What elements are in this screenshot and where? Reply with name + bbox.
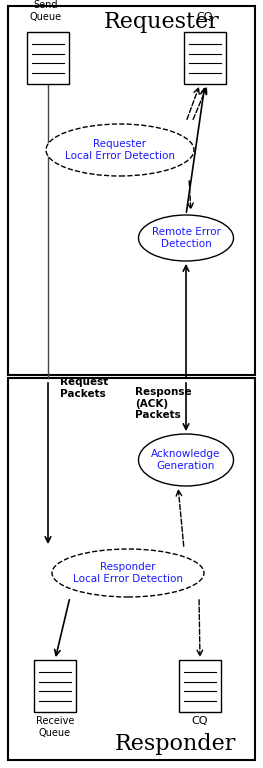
Bar xyxy=(179,660,221,712)
Ellipse shape xyxy=(139,434,234,486)
Text: Receive
Queue: Receive Queue xyxy=(36,716,74,737)
Text: CQ: CQ xyxy=(192,716,208,726)
Ellipse shape xyxy=(52,549,204,597)
Text: Acknowledge
Generation: Acknowledge Generation xyxy=(151,449,221,472)
Text: Requester
Local Error Detection: Requester Local Error Detection xyxy=(65,139,175,161)
Bar xyxy=(184,32,226,84)
Bar xyxy=(8,6,255,375)
Bar xyxy=(8,378,255,760)
Text: Send
Queue: Send Queue xyxy=(30,1,62,22)
Text: Remote Error
Detection: Remote Error Detection xyxy=(151,227,220,249)
Text: Responder: Responder xyxy=(114,733,236,755)
Text: Responder
Local Error Detection: Responder Local Error Detection xyxy=(73,562,183,584)
Text: Response
(ACK)
Packets: Response (ACK) Packets xyxy=(135,387,192,420)
Text: Requester: Requester xyxy=(104,11,220,33)
Text: Request
Packets: Request Packets xyxy=(60,377,108,399)
Ellipse shape xyxy=(139,215,234,261)
Ellipse shape xyxy=(46,124,194,176)
Text: CQ: CQ xyxy=(197,12,213,22)
Bar xyxy=(27,32,69,84)
Bar xyxy=(34,660,76,712)
